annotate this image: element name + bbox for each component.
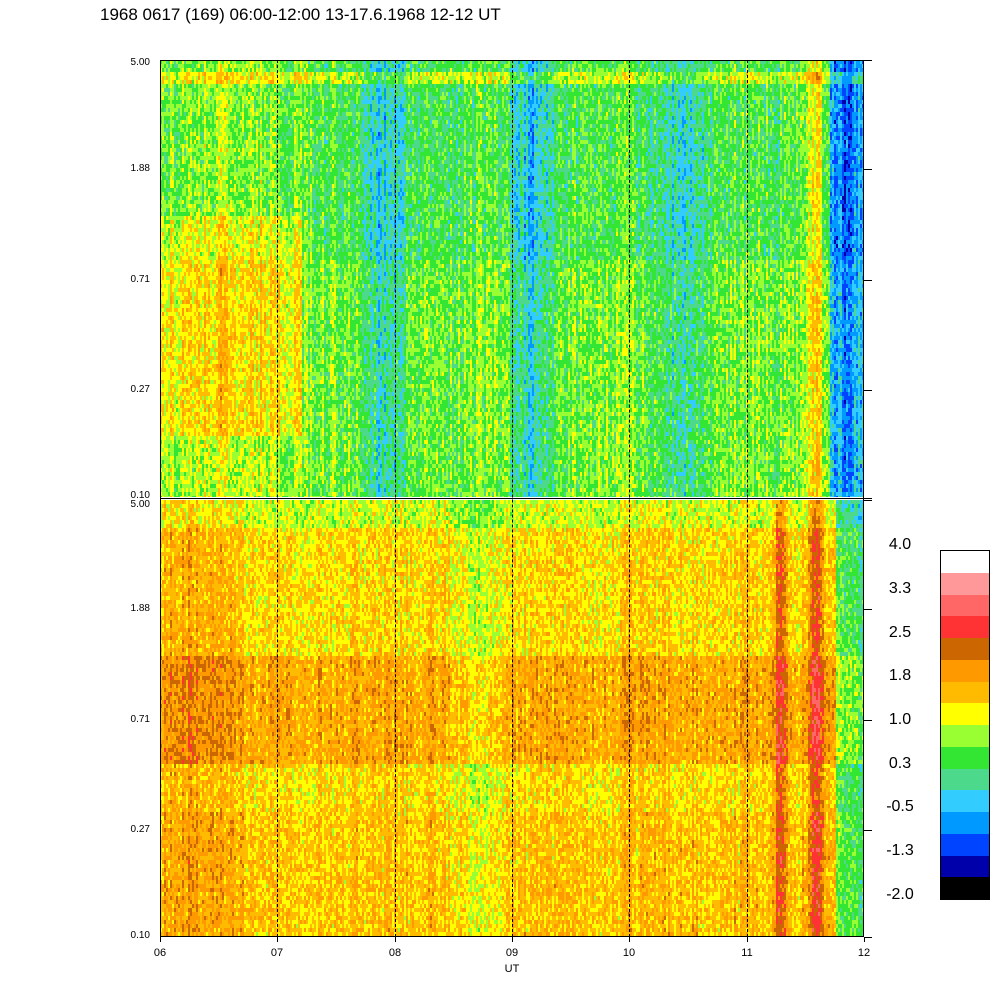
y-tick-mark — [864, 720, 872, 721]
colorbar-label: 2.5 — [880, 625, 920, 641]
colorbar-band — [941, 551, 989, 573]
colorbar — [940, 550, 990, 900]
colorbar-band — [941, 856, 989, 878]
colorbar-label: -1.3 — [880, 843, 920, 859]
y-tick-mark — [864, 937, 872, 938]
y-tick-mark — [864, 498, 872, 499]
hour-gridline — [512, 60, 513, 937]
x-tick-mark — [277, 937, 278, 942]
y-tick-label-upper: 1.88 — [110, 164, 150, 174]
colorbar-label: 4.0 — [880, 537, 920, 553]
colorbar-label: 1.8 — [880, 668, 920, 684]
y-tick-mark — [864, 830, 872, 831]
x-tick-label: 09 — [497, 947, 527, 959]
x-tick-mark — [864, 937, 865, 942]
y-tick-label-upper: 0.71 — [110, 275, 150, 285]
y-tick-mark — [864, 169, 872, 170]
colorbar-band — [941, 682, 989, 704]
colorbar-band — [941, 638, 989, 660]
hour-gridline — [395, 60, 396, 937]
y-tick-mark — [864, 280, 872, 281]
colorbar-band — [941, 769, 989, 791]
colorbar-band — [941, 616, 989, 638]
colorbar-band — [941, 747, 989, 769]
colorbar-label: 1.0 — [880, 712, 920, 728]
colorbar-band — [941, 703, 989, 725]
y-tick-mark — [864, 609, 872, 610]
y-tick-label-lower: 0.27 — [110, 825, 150, 835]
colorbar-label: 3.3 — [880, 581, 920, 597]
hour-gridline — [747, 60, 748, 937]
chart-title: 1968 0617 (169) 06:00-12:00 13-17.6.1968… — [100, 5, 501, 25]
x-tick-mark — [160, 937, 161, 942]
y-tick-mark — [864, 60, 872, 61]
x-tick-label: 07 — [262, 947, 292, 959]
colorbar-label: -2.0 — [880, 887, 920, 903]
colorbar-label: 0.3 — [880, 756, 920, 772]
x-axis-title: UT — [497, 963, 527, 975]
y-tick-label-lower: 0.10 — [110, 931, 150, 941]
colorbar-band — [941, 790, 989, 812]
x-tick-mark — [747, 937, 748, 942]
hour-gridline — [277, 60, 278, 937]
colorbar-band — [941, 725, 989, 747]
colorbar-band — [941, 595, 989, 617]
y-tick-label-lower: 1.88 — [110, 604, 150, 614]
colorbar-band — [941, 660, 989, 682]
x-tick-mark — [512, 937, 513, 942]
colorbar-label: -0.5 — [880, 799, 920, 815]
x-tick-label: 11 — [732, 947, 762, 959]
x-tick-mark — [395, 937, 396, 942]
hour-gridline — [629, 60, 630, 937]
y-tick-label-lower: 0.71 — [110, 715, 150, 725]
x-tick-mark — [629, 937, 630, 942]
x-tick-label: 12 — [849, 947, 879, 959]
colorbar-band — [941, 877, 989, 899]
colorbar-band — [941, 834, 989, 856]
colorbar-band — [941, 812, 989, 834]
y-tick-label-lower: 5.00 — [110, 500, 150, 510]
y-tick-mark — [864, 500, 872, 501]
y-tick-label-upper: 5.00 — [110, 58, 150, 68]
x-tick-label: 06 — [145, 947, 175, 959]
y-tick-label-upper: 0.27 — [110, 385, 150, 395]
y-tick-mark — [864, 390, 872, 391]
x-tick-label: 08 — [380, 947, 410, 959]
colorbar-band — [941, 573, 989, 595]
x-tick-label: 10 — [614, 947, 644, 959]
